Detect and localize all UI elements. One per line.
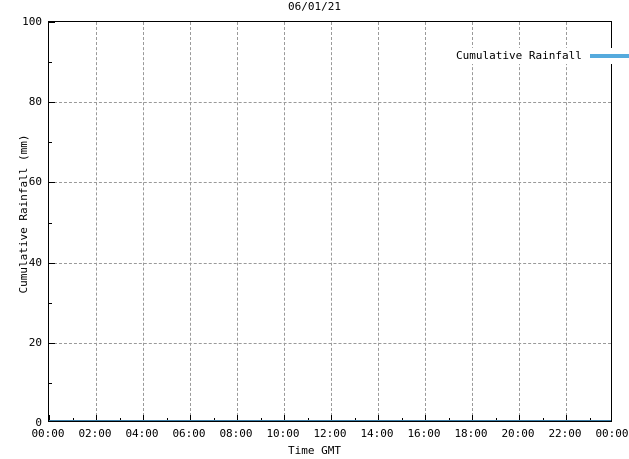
x-axis-tick-major xyxy=(190,415,191,421)
x-axis-tick-major xyxy=(472,415,473,421)
x-axis-tick-label: 12:00 xyxy=(313,427,347,440)
chart-title: 06/01/21 xyxy=(288,0,341,13)
grid-line-horizontal xyxy=(49,182,611,184)
x-axis-tick-label: 22:00 xyxy=(548,427,582,440)
x-axis-tick-major xyxy=(284,415,285,421)
y-axis-tick-major xyxy=(49,22,55,23)
y-axis-tick-label: 80 xyxy=(28,95,42,109)
plot-area: Cumulative Rainfall xyxy=(48,21,629,422)
y-axis-title: Cumulative Rainfall (mm) xyxy=(17,134,30,294)
x-axis-tick-minor xyxy=(448,418,450,421)
x-axis-tick-label: 08:00 xyxy=(219,427,253,440)
x-axis-tick-label: 00:00 xyxy=(31,427,65,440)
grid-line-vertical xyxy=(190,22,191,421)
x-axis-tick-minor xyxy=(354,418,356,421)
y-axis-tick-major xyxy=(49,182,55,184)
grid-line-vertical xyxy=(96,22,97,421)
x-axis-tick-major xyxy=(49,415,50,421)
x-axis-tick-label: 00:00 xyxy=(595,427,629,440)
x-axis-tick-label: 16:00 xyxy=(407,427,441,440)
x-axis-tick-label: 20:00 xyxy=(501,427,535,440)
legend-item-label-cumulative-rainfall: Cumulative Rainfall xyxy=(456,49,582,62)
y-axis-tick-label: 60 xyxy=(28,175,42,189)
y-axis-tick-major xyxy=(49,102,55,104)
x-axis-tick-label: 04:00 xyxy=(125,427,159,440)
x-axis-tick-minor xyxy=(589,418,591,421)
grid-line-vertical xyxy=(284,22,285,421)
grid-line-vertical xyxy=(143,22,144,421)
x-axis-tick-major xyxy=(237,415,238,421)
x-axis-tick-minor xyxy=(260,418,262,421)
x-axis-tick-label: 18:00 xyxy=(454,427,488,440)
x-axis-tick-major xyxy=(425,415,426,421)
grid-line-horizontal xyxy=(49,342,611,344)
grid-line-vertical xyxy=(378,22,379,421)
x-axis-tick-minor xyxy=(307,418,309,421)
y-axis-tick-label: 40 xyxy=(28,255,42,269)
y-axis-tick-minor xyxy=(49,222,52,224)
y-axis-tick-major xyxy=(49,262,55,264)
x-axis-tick-minor xyxy=(401,418,403,421)
grid-line-vertical xyxy=(519,22,520,421)
x-axis-tick-minor xyxy=(542,418,544,421)
x-axis-tick-minor xyxy=(213,418,215,421)
x-axis-tick-major xyxy=(378,415,379,421)
y-axis-tick-label: 100 xyxy=(22,15,42,28)
y-axis-tick-minor xyxy=(49,302,52,304)
y-axis-tick-label: 20 xyxy=(28,335,42,349)
x-axis-tick-major xyxy=(143,415,144,421)
grid-line-vertical xyxy=(425,22,426,421)
x-axis-tick-minor xyxy=(495,418,497,421)
x-axis-tick-major xyxy=(566,415,567,421)
x-axis-tick-minor xyxy=(119,418,121,421)
y-axis-tick-minor xyxy=(49,382,52,384)
grid-line-horizontal xyxy=(49,262,611,264)
x-axis-title: Time GMT xyxy=(288,444,341,457)
grid-line-vertical xyxy=(566,22,567,421)
grid-line-vertical xyxy=(331,22,332,421)
grid-line-vertical xyxy=(472,22,473,421)
x-axis-tick-label: 06:00 xyxy=(172,427,206,440)
x-axis-tick-minor xyxy=(166,418,168,421)
grid-line-vertical xyxy=(237,22,238,421)
y-axis-tick-minor xyxy=(49,62,52,64)
x-axis-tick-label: 14:00 xyxy=(360,427,394,440)
y-axis-tick-minor xyxy=(49,142,52,144)
x-axis-tick-major xyxy=(96,415,97,421)
y-axis-tick-label: 0 xyxy=(35,416,42,429)
x-axis-tick-major xyxy=(519,415,520,421)
plot-inner xyxy=(49,22,611,421)
y-axis-tick-major xyxy=(49,342,55,344)
x-axis-tick-major xyxy=(331,415,332,421)
series-line-chart xyxy=(49,420,611,421)
x-axis-tick-label: 10:00 xyxy=(266,427,300,440)
x-axis-tick-minor xyxy=(72,418,74,421)
legend: Cumulative Rainfall xyxy=(453,48,629,64)
x-axis-tick-label: 02:00 xyxy=(78,427,112,440)
grid-line-horizontal xyxy=(49,102,611,104)
legend-color-swatch-cumulative-rainfall xyxy=(589,54,629,58)
